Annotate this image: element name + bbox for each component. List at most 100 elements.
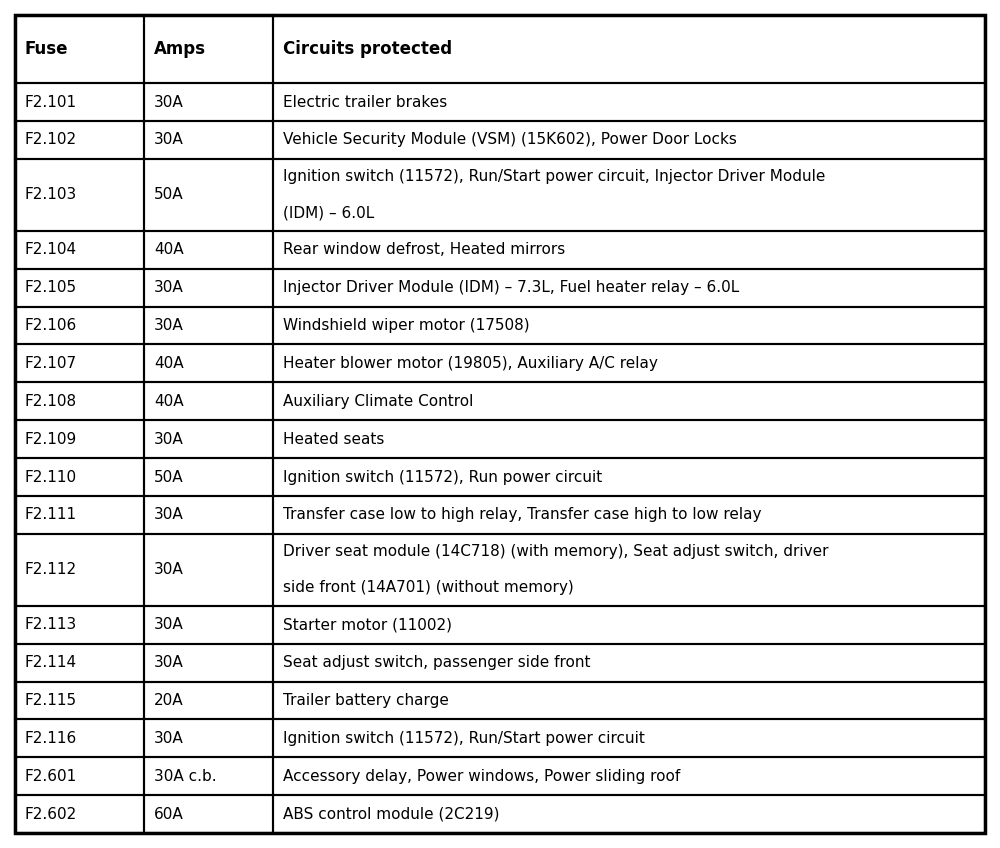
Bar <box>273 269 985 307</box>
Bar <box>144 121 273 159</box>
Bar <box>15 458 144 496</box>
Bar <box>144 344 273 382</box>
Bar <box>273 382 985 421</box>
Bar <box>15 269 144 307</box>
Text: F2.111: F2.111 <box>25 507 77 522</box>
Bar <box>15 344 144 382</box>
Bar <box>273 15 985 83</box>
Bar <box>273 269 985 307</box>
Bar <box>15 382 144 421</box>
Bar <box>273 719 985 757</box>
Text: F2.112: F2.112 <box>25 562 77 577</box>
Bar <box>273 159 985 231</box>
Text: Seat adjust switch, passenger side front: Seat adjust switch, passenger side front <box>283 656 591 670</box>
Bar <box>144 682 273 719</box>
Bar <box>273 15 985 83</box>
Text: Trailer battery charge: Trailer battery charge <box>283 693 449 708</box>
Bar <box>15 682 144 719</box>
Bar <box>144 15 273 83</box>
Bar <box>144 644 273 682</box>
Bar <box>144 757 273 795</box>
Text: 30A: 30A <box>154 280 184 295</box>
Bar <box>144 421 273 458</box>
Text: Circuits protected: Circuits protected <box>283 40 452 58</box>
Bar <box>273 458 985 496</box>
Bar <box>144 719 273 757</box>
Bar <box>144 421 273 458</box>
Bar <box>273 795 985 833</box>
Text: F2.601: F2.601 <box>25 768 77 784</box>
Text: 30A: 30A <box>154 132 184 148</box>
Bar <box>144 382 273 421</box>
Bar <box>15 231 144 269</box>
Text: Ignition switch (11572), Run/Start power circuit: Ignition switch (11572), Run/Start power… <box>283 731 645 746</box>
Bar <box>15 644 144 682</box>
Bar <box>15 757 144 795</box>
Bar <box>273 719 985 757</box>
Text: F2.101: F2.101 <box>25 95 77 109</box>
Text: Heated seats: Heated seats <box>283 432 384 447</box>
Text: Accessory delay, Power windows, Power sliding roof: Accessory delay, Power windows, Power sl… <box>283 768 680 784</box>
Bar <box>15 159 144 231</box>
Bar <box>144 458 273 496</box>
Bar <box>144 231 273 269</box>
Bar <box>273 231 985 269</box>
Bar <box>273 307 985 344</box>
Bar <box>273 644 985 682</box>
Bar <box>273 795 985 833</box>
Bar <box>15 644 144 682</box>
Bar <box>273 682 985 719</box>
Text: 30A: 30A <box>154 656 184 670</box>
Bar <box>15 269 144 307</box>
Bar <box>273 605 985 644</box>
Text: 40A: 40A <box>154 393 184 409</box>
Bar <box>273 757 985 795</box>
Text: Ignition switch (11572), Run/Start power circuit, Injector Driver Module: Ignition switch (11572), Run/Start power… <box>283 170 825 184</box>
Bar <box>15 534 144 605</box>
Bar <box>273 344 985 382</box>
Text: F2.109: F2.109 <box>25 432 77 447</box>
Bar <box>15 159 144 231</box>
Bar <box>273 458 985 496</box>
Text: 20A: 20A <box>154 693 184 708</box>
Text: 30A: 30A <box>154 95 184 109</box>
Text: F2.107: F2.107 <box>25 356 77 371</box>
Bar <box>15 83 144 121</box>
Bar <box>273 605 985 644</box>
Bar <box>15 458 144 496</box>
Text: Amps: Amps <box>154 40 206 58</box>
Bar <box>144 307 273 344</box>
Bar <box>144 644 273 682</box>
Bar <box>273 159 985 231</box>
Bar <box>15 382 144 421</box>
Text: 40A: 40A <box>154 243 184 257</box>
Text: F2.113: F2.113 <box>25 617 77 633</box>
Text: Windshield wiper motor (17508): Windshield wiper motor (17508) <box>283 318 530 333</box>
Bar <box>144 159 273 231</box>
Text: 30A: 30A <box>154 432 184 447</box>
Bar <box>273 382 985 421</box>
Bar <box>15 421 144 458</box>
Bar <box>15 605 144 644</box>
Bar <box>273 644 985 682</box>
Bar <box>273 83 985 121</box>
Bar <box>144 15 273 83</box>
Text: 30A: 30A <box>154 617 184 633</box>
Bar <box>273 757 985 795</box>
Bar <box>144 496 273 534</box>
Bar <box>15 605 144 644</box>
Bar <box>144 269 273 307</box>
Bar <box>15 307 144 344</box>
Bar <box>273 421 985 458</box>
Bar <box>15 344 144 382</box>
Bar <box>144 757 273 795</box>
Text: F2.114: F2.114 <box>25 656 77 670</box>
Bar <box>15 682 144 719</box>
Text: F2.115: F2.115 <box>25 693 77 708</box>
Bar <box>144 121 273 159</box>
Bar <box>144 605 273 644</box>
Bar <box>15 15 144 83</box>
Bar <box>15 121 144 159</box>
Bar <box>15 795 144 833</box>
Text: F2.110: F2.110 <box>25 470 77 484</box>
